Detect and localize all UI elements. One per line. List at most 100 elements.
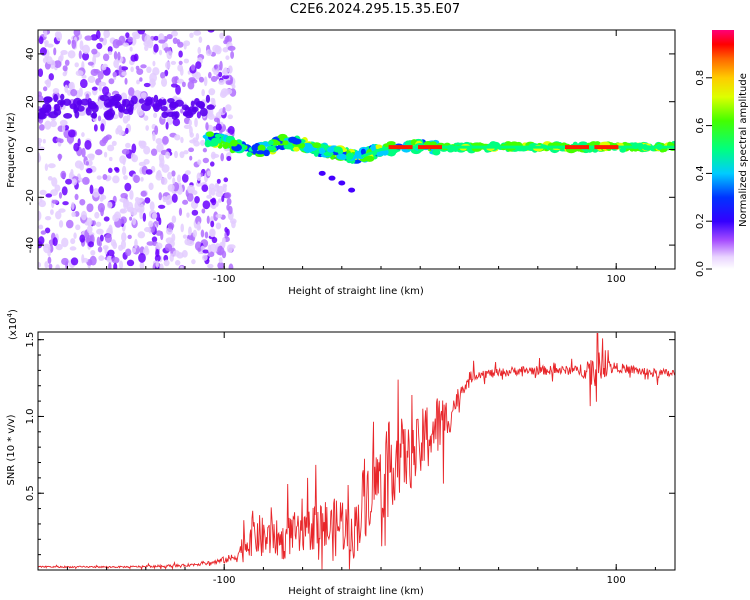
ridge-blob [354, 150, 362, 158]
band-blob [128, 99, 135, 108]
noise-blob [163, 47, 172, 52]
noise-blob [210, 204, 217, 210]
ridge-blob [370, 143, 376, 152]
noise-blob [171, 76, 178, 84]
noise-blob [108, 224, 113, 235]
noise-blob [167, 171, 172, 180]
noise-blob [38, 142, 41, 147]
noise-blob [38, 137, 43, 144]
noise-blob [42, 86, 48, 92]
spectrogram-axes: -100 100 -40 -20 0 20 40 [25, 30, 675, 285]
noise-blob [142, 212, 147, 222]
noise-blob [62, 201, 69, 206]
noise-blob [206, 194, 212, 199]
band-blob [187, 108, 193, 117]
noise-blob [163, 259, 170, 267]
ridge-blob [299, 142, 306, 149]
noise-blob [97, 246, 103, 253]
noise-blob [167, 222, 175, 230]
noise-blob [189, 132, 194, 138]
noise-blob [93, 124, 98, 132]
noise-blob [216, 178, 221, 184]
band-blob [54, 103, 61, 112]
noise-blob [75, 70, 84, 77]
noise-blob [55, 243, 63, 251]
noise-blob [118, 64, 122, 75]
noise-blob [100, 123, 105, 132]
noise-blob [151, 212, 158, 220]
noise-blob [55, 210, 62, 220]
noise-blob [202, 249, 210, 254]
noise-blob [67, 129, 76, 138]
noise-blob [89, 255, 97, 266]
colorbar-tick-label: 0.4 [695, 165, 706, 181]
ridge-blob [327, 146, 335, 153]
noise-blob [188, 119, 193, 127]
noise-blob [121, 232, 127, 242]
noise-blob [197, 247, 202, 252]
noise-blob [181, 173, 189, 183]
noise-blob [49, 120, 58, 128]
ridge-blob [432, 148, 441, 156]
noise-blob [87, 153, 95, 159]
noise-blob [180, 108, 184, 114]
noise-blob [131, 31, 140, 38]
noise-blob [227, 114, 234, 120]
noise-blob [112, 175, 120, 184]
noise-blob [38, 262, 42, 268]
noise-blob [54, 60, 62, 69]
noise-blob [125, 32, 130, 39]
noise-blob [210, 97, 215, 104]
noise-blob [158, 49, 163, 56]
noise-blob [65, 178, 73, 185]
noise-blob [136, 79, 140, 85]
noise-blob [90, 249, 96, 256]
y-tick-label: -40 [25, 237, 36, 253]
noise-blob [207, 251, 215, 258]
noise-blob [38, 68, 44, 77]
noise-blob [226, 244, 233, 253]
snr-series-line [38, 333, 675, 570]
noise-blob [195, 61, 202, 69]
noise-blob [121, 148, 130, 155]
noise-blob [211, 153, 220, 158]
band-blob [91, 111, 98, 119]
colorbar-tick-label: 0.2 [695, 213, 706, 229]
noise-blob [225, 55, 230, 60]
noise-blob [95, 221, 102, 227]
noise-blob [167, 184, 175, 192]
noise-blob [68, 82, 74, 90]
noise-blob [48, 73, 54, 81]
noise-blob [149, 72, 157, 83]
noise-blob [91, 48, 98, 55]
noise-blob [84, 139, 92, 150]
noise-blob [157, 204, 166, 209]
x-tick-label: 100 [607, 575, 626, 586]
noise-blob [215, 123, 222, 131]
noise-blob [207, 30, 215, 33]
noise-blob [202, 200, 211, 210]
noise-blob [224, 227, 228, 233]
ridge-blob [266, 145, 276, 151]
noise-blob [52, 237, 58, 247]
noise-blob [121, 71, 127, 77]
noise-blob [86, 203, 94, 213]
noise-blob [124, 127, 129, 135]
noise-blob [210, 75, 218, 82]
noise-blob [84, 35, 93, 41]
noise-blob [165, 151, 171, 159]
noise-blob [70, 238, 76, 245]
noise-blob [95, 30, 101, 40]
noise-blob [200, 229, 205, 238]
noise-blob [97, 115, 102, 122]
noise-blob [93, 69, 100, 74]
noise-blob [169, 253, 174, 262]
noise-blob [91, 220, 96, 226]
snr-plot-area [37, 331, 676, 571]
noise-blob [133, 174, 141, 184]
noise-blob [50, 209, 54, 215]
noise-blob [174, 260, 181, 266]
noise-blob [118, 260, 124, 269]
noise-blob [98, 84, 102, 92]
ridge-blob [336, 153, 347, 160]
